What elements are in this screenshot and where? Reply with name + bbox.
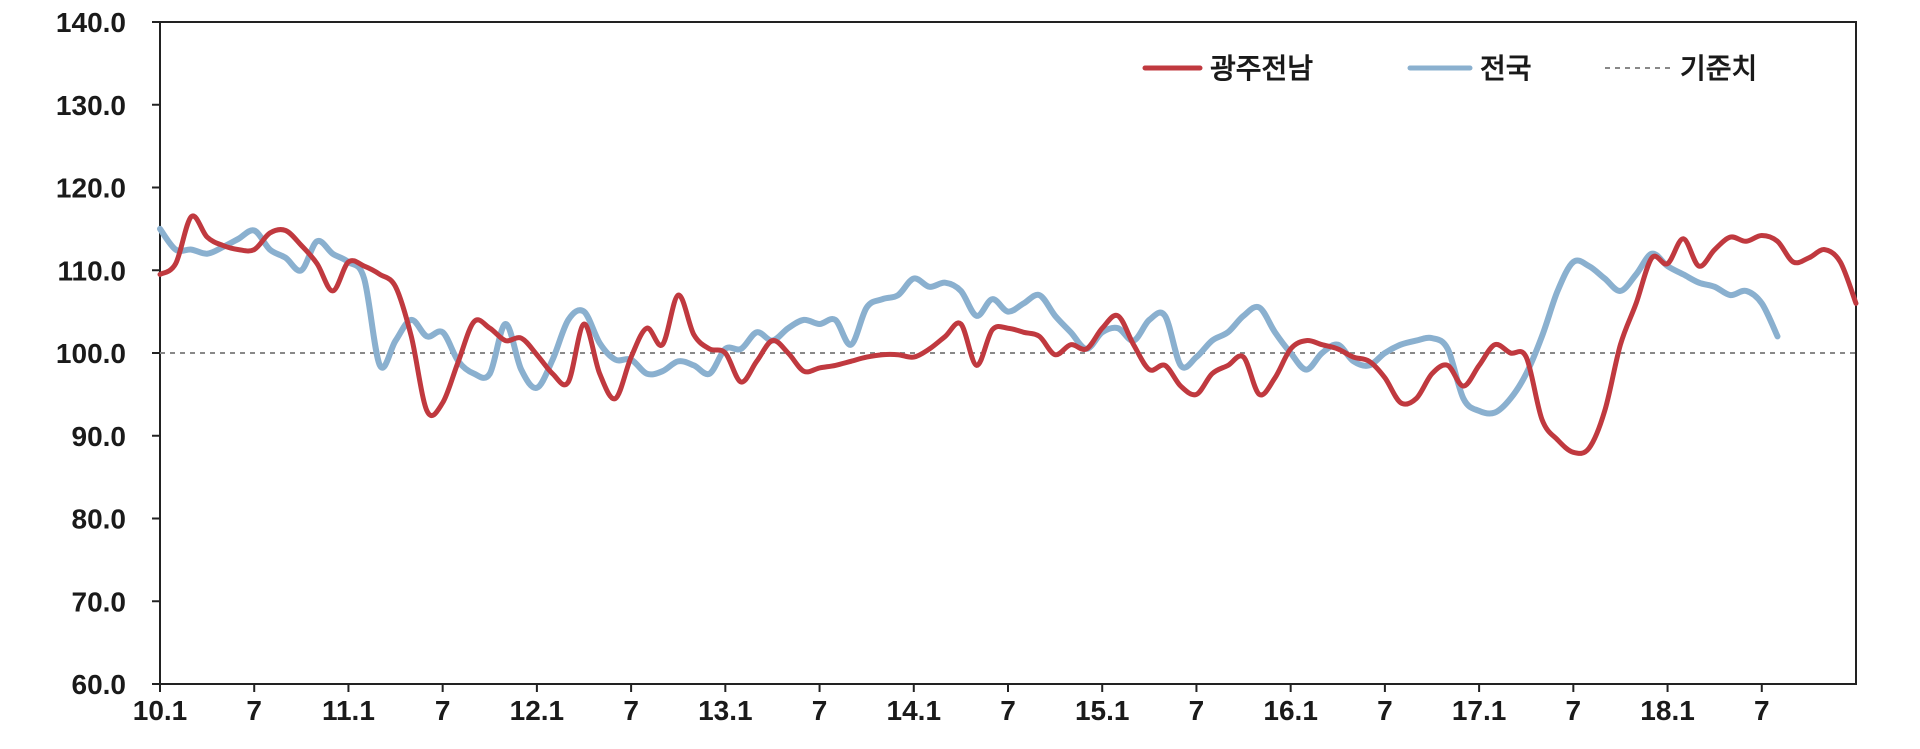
x-tick-label: 11.1	[322, 695, 375, 726]
x-tick-label: 7	[435, 695, 451, 726]
y-tick-label: 70.0	[72, 586, 127, 617]
series-line-2	[157, 225, 1781, 417]
x-tick-label: 7	[246, 695, 262, 726]
x-tick-label: 7	[623, 695, 639, 726]
series-line-1	[157, 213, 1859, 456]
y-tick-label: 120.0	[56, 173, 126, 204]
x-tick-label: 7	[812, 695, 828, 726]
x-tick-label: 13.1	[698, 695, 753, 726]
x-tick-label: 15.1	[1075, 695, 1130, 726]
x-tick-label: 18.1	[1640, 695, 1695, 726]
x-tick-label: 7	[1000, 695, 1016, 726]
legend-label-series-2: 전국	[1480, 52, 1532, 85]
x-tick-label: 7	[1189, 695, 1205, 726]
x-tick-label: 14.1	[887, 695, 942, 726]
x-tick-label: 17.1	[1452, 695, 1507, 726]
legend: 광주전남 전국 기준치	[1142, 52, 1757, 85]
y-tick-label: 100.0	[56, 338, 126, 369]
x-tick-label: 7	[1566, 695, 1582, 726]
x-tick-label: 7	[1377, 695, 1393, 726]
y-tick-label: 60.0	[72, 669, 127, 700]
y-tick-label: 130.0	[56, 90, 126, 121]
x-tick-label: 12.1	[510, 695, 565, 726]
x-tick-label: 10.1	[133, 695, 188, 726]
x-tick-label: 16.1	[1263, 695, 1318, 726]
x-axis: 10.1 7 11.1 7 12.1 7 13.1 7 14.1 7 15.1 7 16.1 7 17.1 7…	[133, 684, 1770, 726]
legend-label-reference: 기준치	[1680, 52, 1757, 85]
y-tick-label: 90.0	[72, 421, 127, 452]
y-tick-label: 110.0	[57, 255, 126, 286]
x-tick-label: 7	[1754, 695, 1770, 726]
y-tick-label: 80.0	[72, 504, 127, 535]
y-axis: 60.0 70.0 80.0 90.0 100.0 110.0 120.0 130.0 140.…	[56, 7, 160, 700]
series-layer	[157, 213, 1859, 456]
legend-label-series-1: 광주전남	[1210, 52, 1313, 85]
y-tick-label: 140.0	[56, 7, 126, 38]
